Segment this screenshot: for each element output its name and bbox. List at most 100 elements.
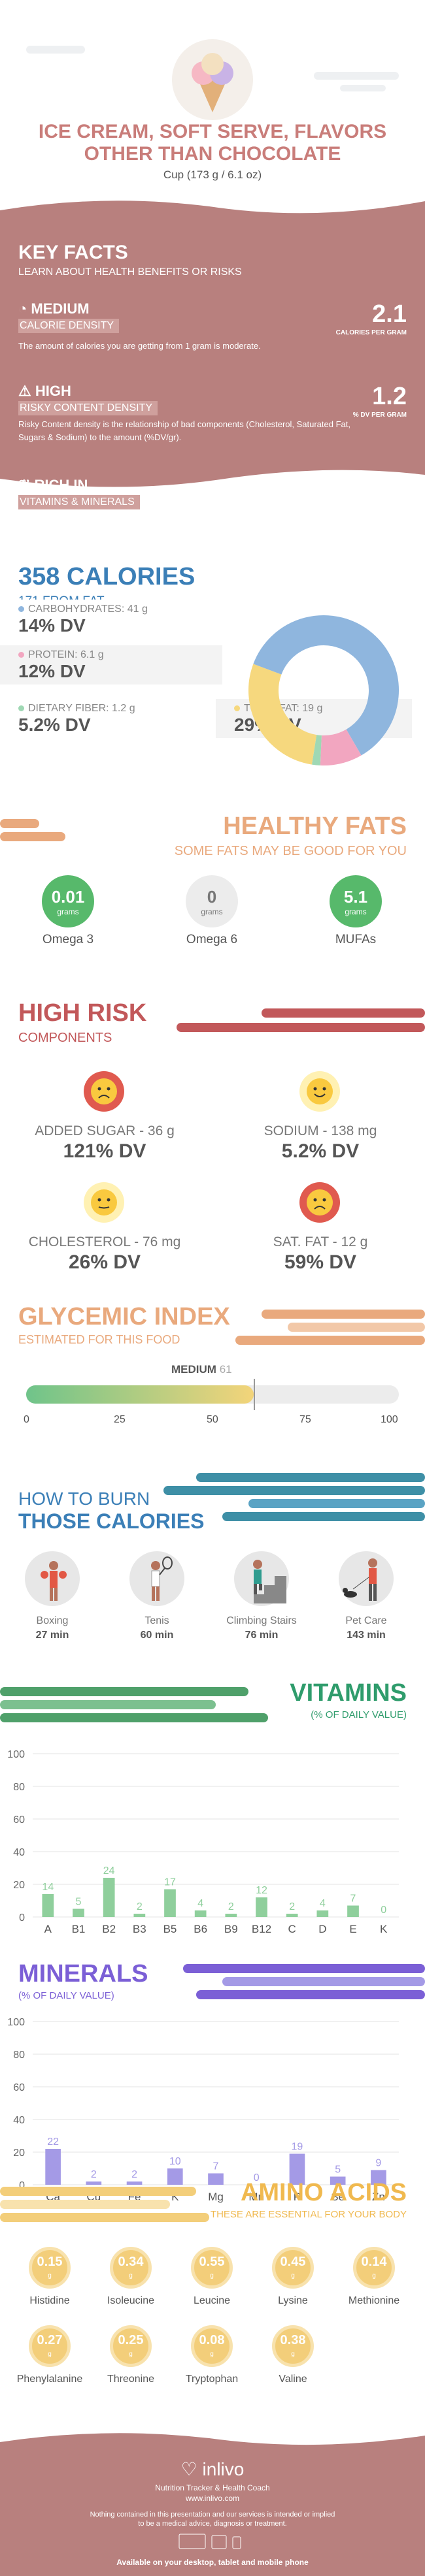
disclaimer-line-1: Nothing contained in this presentation a… <box>90 2511 335 2519</box>
carbs-block: CARBOHYDRATES: 41 g 14% DV <box>0 600 196 639</box>
streak-decoration <box>0 1713 268 1722</box>
bar-value-label: 19 <box>292 2142 303 2153</box>
calorie-density-label: CALORIE DENSITY <box>18 319 120 333</box>
bar-value-label: 17 <box>164 1877 176 1888</box>
calorie-density-row: ◔ MEDIUM CALORIE DENSITY 2.1 CALORIES PE… <box>18 300 407 353</box>
brand-name: inlivo <box>202 2459 245 2479</box>
added-sugar-label: ADDED SUGAR - 36 g <box>35 1123 175 1138</box>
amino-unit: g <box>129 2351 133 2358</box>
x-tick-label: C <box>288 1923 296 1935</box>
glycemic-fill <box>26 1385 254 1404</box>
key-facts-section: KEY FACTS LEARN ABOUT HEALTH BENEFITS OR… <box>0 196 425 513</box>
calorie-density-unit: CALORIES PER GRAM <box>335 329 407 336</box>
valine-circle: 0.38 g <box>272 2325 314 2367</box>
bar-value-label: 9 <box>375 2158 381 2169</box>
donut-slice-carbohydrates <box>253 615 399 756</box>
y-tick-label: 0 <box>19 2180 25 2191</box>
footer-brand[interactable]: ♡ inlivo <box>0 2458 425 2480</box>
available-text: Available on your desktop, tablet and mo… <box>116 2558 309 2567</box>
x-tick-label: B12 <box>252 1923 271 1935</box>
streak-decoration <box>183 1964 425 1973</box>
histidine-value: 0.15 <box>37 2255 63 2269</box>
glycemic-subtitle: ESTIMATED FOR THIS FOOD <box>18 1333 180 1346</box>
bar-value-label: 5 <box>76 1897 82 1908</box>
bar-B9 <box>225 1914 237 1917</box>
bar-value-label: 2 <box>289 1901 295 1912</box>
mufas-unit: grams <box>345 907 367 916</box>
streak-decoration <box>288 1323 425 1332</box>
histidine-circle: 0.15 g <box>29 2247 71 2289</box>
devices-icon <box>177 2533 248 2551</box>
vitamins-title: VITAMINS <box>290 1679 407 1707</box>
x-tick-label: B2 <box>102 1923 116 1935</box>
bar-B2 <box>103 1878 115 1917</box>
calories-section: 358 CALORIES 171 FROM FAT CARBOHYDRATES:… <box>0 563 425 798</box>
bar-Ca <box>45 2149 61 2185</box>
streak-decoration <box>0 2200 170 2209</box>
vitamins-section: VITAMINS (% OF DAILY VALUE) 0 20 40 60 80 100… <box>0 1675 425 1950</box>
glycemic-value: 61 <box>219 1363 232 1376</box>
leucine-value: 0.55 <box>199 2255 225 2269</box>
rich-label: VITAMINS & MINERALS <box>18 495 140 509</box>
y-tick-label: 80 <box>13 2050 25 2061</box>
stairs-icon <box>234 1551 289 1606</box>
bar-value-label: 5 <box>335 2165 341 2176</box>
stairs-time: 76 min <box>245 1630 279 1641</box>
omega3-unit: grams <box>57 907 79 916</box>
valine-label: Valine <box>279 2374 307 2385</box>
mufas-circle: 5.1 grams <box>330 875 382 927</box>
footer-url[interactable]: www.inlivo.com <box>185 2494 240 2503</box>
x-tick-label: Mg <box>208 2191 224 2203</box>
streak-decoration <box>235 1336 425 1345</box>
sat-fat-dv: 59% DV <box>284 1251 357 1273</box>
cloud-decoration <box>26 46 85 54</box>
bar-value-label: 24 <box>103 1865 115 1876</box>
high-risk-title: HIGH RISK <box>18 999 147 1027</box>
dog-walking-icon <box>339 1551 394 1606</box>
bar-value-label: 7 <box>213 2161 219 2172</box>
y-tick-label: 100 <box>7 1749 25 1760</box>
y-tick-label: 100 <box>7 2017 25 2028</box>
x-tick-label: E <box>349 1923 356 1935</box>
streak-decoration <box>0 1687 248 1696</box>
streak-decoration <box>0 832 65 841</box>
x-tick-label: Zn <box>372 2191 385 2203</box>
bar-value-label: 4 <box>320 1898 326 1909</box>
y-tick-label: 20 <box>13 1880 25 1891</box>
lysine-value: 0.45 <box>280 2255 306 2269</box>
bar-B6 <box>194 1910 207 1917</box>
glycemic-section: GLYCEMIC INDEX ESTIMATED FOR THIS FOOD M… <box>0 1296 425 1447</box>
omega3-label: Omega 3 <box>42 933 94 946</box>
burn-calories-section: HOW TO BURN THOSE CALORIES Boxing 27 min… <box>0 1466 425 1669</box>
risky-content-level: HIGH <box>35 383 71 399</box>
burn-title-line-2: THOSE CALORIES <box>18 1509 205 1533</box>
glycemic-level: MEDIUM 61 <box>171 1363 232 1376</box>
sad-face-icon <box>299 1182 340 1223</box>
healthy-fats-subtitle: SOME FATS MAY BE GOOD FOR YOU <box>174 844 407 858</box>
bar-value-label: 7 <box>350 1893 356 1905</box>
phenylalanine-label: Phenylalanine <box>16 2374 83 2385</box>
amino-unit: g <box>372 2272 376 2279</box>
amino-unit: g <box>210 2351 214 2358</box>
streak-decoration <box>248 1499 425 1508</box>
added-sugar-dv: 121% DV <box>63 1140 146 1162</box>
carbs-label: CARBOHYDRATES: 41 g <box>28 604 148 615</box>
isoleucine-circle: 0.34 g <box>110 2247 152 2289</box>
bar-Cu <box>86 2182 102 2185</box>
lysine-label: Lysine <box>278 2295 308 2306</box>
tennis-icon <box>129 1551 184 1606</box>
y-tick-label: 40 <box>13 2115 25 2126</box>
tennis-label: Tenis <box>144 1615 169 1626</box>
x-tick-label: P <box>294 2191 301 2203</box>
threonine-label: Threonine <box>107 2374 155 2385</box>
hero-header: ICE CREAM, SOFT SERVE, FLAVORS OTHER THA… <box>0 0 425 196</box>
mufas-value: 5.1 <box>343 887 368 907</box>
tick-label: 100 <box>381 1414 398 1425</box>
tennis-time: 60 min <box>140 1630 174 1641</box>
x-tick-label: Mn <box>248 2191 264 2203</box>
omega6-value: 0 <box>207 887 217 907</box>
vitamins-bar-chart: 02040608010014A5B124B22B317B54B62B912B12… <box>7 1749 399 1935</box>
macro-donut-chart <box>248 615 399 765</box>
glycemic-ticks: 0 25 50 75 100 <box>24 1414 399 1427</box>
